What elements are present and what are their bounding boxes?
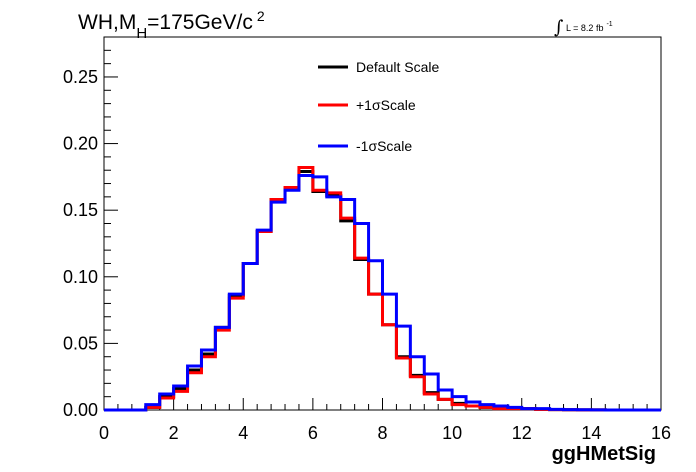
legend-label: -1σScale bbox=[356, 138, 412, 154]
y-tick-label: 0.05 bbox=[63, 333, 98, 353]
y-tick-label: 0.10 bbox=[63, 267, 98, 287]
x-tick-label: 14 bbox=[581, 423, 601, 443]
lumi-superscript: -1 bbox=[606, 21, 612, 28]
title-subscript: H bbox=[136, 25, 147, 42]
title-main: WH,M bbox=[78, 11, 136, 34]
y-axis: 0.00 0.05 0.10 0.15 0.20 0.25 bbox=[63, 36, 118, 420]
x-tick-label: 6 bbox=[308, 423, 318, 443]
title-rest: =175GeV/c bbox=[147, 11, 253, 34]
histogram-series bbox=[104, 166, 661, 412]
x-tick-label: 2 bbox=[169, 423, 179, 443]
y-tick-label: 0.20 bbox=[63, 134, 98, 154]
x-tick-label: 10 bbox=[442, 423, 462, 443]
lumi-text: L = 8.2 fb bbox=[566, 23, 603, 33]
x-tick-label: 8 bbox=[377, 423, 387, 443]
series-line-3 bbox=[104, 174, 661, 412]
legend: Default Scale +1σScale -1σScale bbox=[318, 59, 439, 154]
y-tick-label: 0.15 bbox=[63, 200, 98, 220]
x-tick-label: 4 bbox=[238, 423, 248, 443]
integral-symbol: ∫ bbox=[554, 17, 564, 38]
x-tick-label: 12 bbox=[512, 423, 532, 443]
title-superscript: 2 bbox=[257, 8, 265, 24]
y-tick-label: 0.00 bbox=[63, 400, 98, 420]
lumi-annotation: L = 8.2 fb -1 bbox=[566, 21, 613, 33]
legend-label: +1σScale bbox=[356, 97, 416, 113]
chart-title: WH,MH=175GeV/c 2 bbox=[78, 8, 265, 42]
x-tick-label: 0 bbox=[99, 423, 109, 443]
x-axis-title: ggHMetSig bbox=[552, 443, 656, 465]
y-tick-label: 0.25 bbox=[63, 67, 98, 87]
x-tick-label: 16 bbox=[651, 423, 671, 443]
legend-label: Default Scale bbox=[356, 59, 439, 75]
